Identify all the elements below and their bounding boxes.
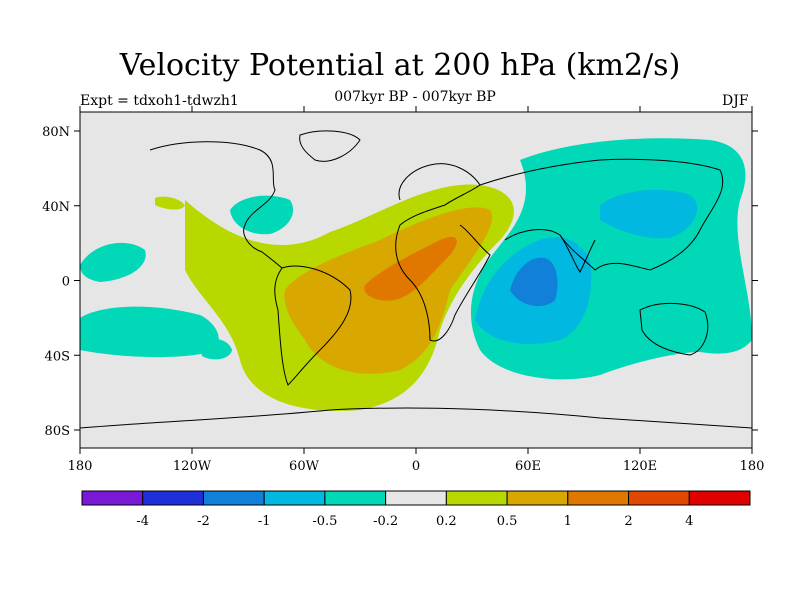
lon-tick-label: 60W — [289, 459, 320, 474]
colorbar-swatch — [506, 490, 569, 506]
colorbar-swatch — [688, 490, 751, 506]
coastline-europe-africa — [395, 163, 491, 342]
colorbar-swatch — [263, 490, 326, 506]
axis-labels: 180 120W 60W 0 60E 120E 180 80N 40N 0 40S 80S — [42, 125, 764, 474]
contour-positive-0p2-blob — [155, 196, 185, 210]
contour-negative-namerica — [230, 195, 294, 235]
lat-tick-label: 0 — [62, 275, 70, 290]
colorbar-swatch — [81, 490, 144, 506]
axis-ticks — [74, 106, 758, 454]
colorbar-label: -1 — [258, 514, 271, 529]
lon-tick-label: 0 — [412, 459, 420, 474]
colorbar-label: -0.2 — [373, 514, 398, 529]
colorbar-swatch — [628, 490, 690, 506]
lon-tick-label: 60E — [515, 459, 541, 474]
lat-tick-label: 40N — [42, 200, 70, 215]
colorbar-label: -2 — [197, 514, 210, 529]
colorbar-swatch — [445, 490, 508, 506]
coastline-greenland — [299, 130, 361, 162]
contour-negative-pacific-n — [80, 242, 146, 282]
coastlines — [80, 130, 752, 429]
coastline-north-america — [149, 141, 283, 269]
colorbar-label: 4 — [685, 514, 693, 529]
colorbar-swatch — [202, 490, 265, 506]
colorbar-label: 2 — [624, 514, 632, 529]
coastline-antarctica — [80, 407, 752, 429]
lat-tick-label: 40S — [45, 349, 70, 364]
colorbar-label: -4 — [136, 514, 149, 529]
lat-tick-label: 80N — [42, 125, 70, 140]
experiment-label: Expt = tdxoh1-tdwzh1 — [80, 93, 239, 109]
coastline-asia — [479, 158, 724, 271]
contour-negative-1 — [510, 257, 558, 306]
colorbar-swatch — [142, 490, 204, 506]
colorbar-swatch — [567, 490, 630, 506]
colorbar-label: -0.5 — [312, 514, 337, 529]
coastline-australia — [639, 302, 709, 356]
season-label: DJF — [722, 93, 749, 109]
contour-negative-0p5-east — [600, 189, 698, 239]
colorbar-swatch — [324, 490, 387, 506]
coastline-south-america — [274, 265, 352, 386]
lon-tick-label: 180 — [740, 459, 765, 474]
colorbar-label: 1 — [564, 514, 572, 529]
contour-negative-pacific — [80, 306, 219, 358]
colorbar-label: 0.5 — [497, 514, 518, 529]
colorbar: -4 -2 -1 -0.5 -0.2 0.2 0.5 1 2 4 — [81, 490, 751, 529]
lon-tick-label: 180 — [68, 459, 93, 474]
chart-title: Velocity Potential at 200 hPa (km2/s) — [119, 48, 681, 83]
chart-subtitle: 007kyr BP - 007kyr BP — [334, 89, 496, 105]
lon-tick-label: 120E — [623, 459, 657, 474]
contour-positive-1 — [364, 236, 457, 301]
lat-tick-label: 80S — [45, 424, 70, 439]
colorbar-swatch — [385, 490, 447, 506]
contour-negative-se-pacific — [200, 338, 232, 360]
colorbar-label: 0.2 — [436, 514, 457, 529]
lon-tick-label: 120W — [173, 459, 212, 474]
coastline-india — [559, 234, 596, 273]
